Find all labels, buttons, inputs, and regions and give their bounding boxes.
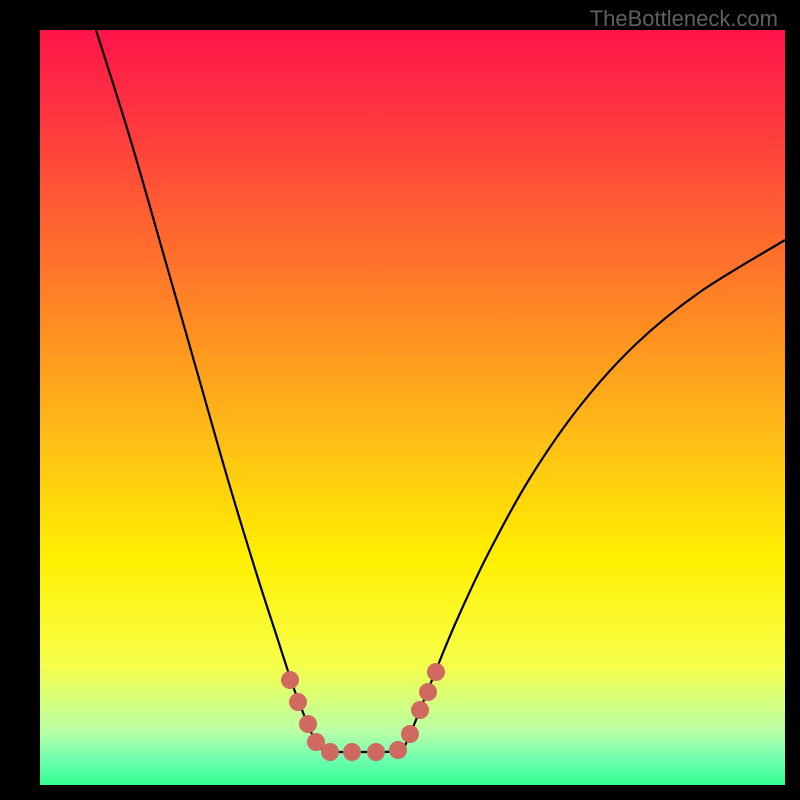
marker-point xyxy=(299,715,317,733)
marker-point xyxy=(419,683,437,701)
marker-point xyxy=(411,701,429,719)
marker-point xyxy=(367,743,385,761)
marker-point xyxy=(321,743,339,761)
curve-left-branch xyxy=(96,30,318,748)
marker-point xyxy=(427,663,445,681)
curve-right-branch xyxy=(404,240,785,748)
marker-point xyxy=(389,741,407,759)
marker-point xyxy=(343,743,361,761)
marker-point xyxy=(401,725,419,743)
marker-point xyxy=(289,693,307,711)
chart-svg xyxy=(0,0,800,800)
marker-point xyxy=(281,671,299,689)
